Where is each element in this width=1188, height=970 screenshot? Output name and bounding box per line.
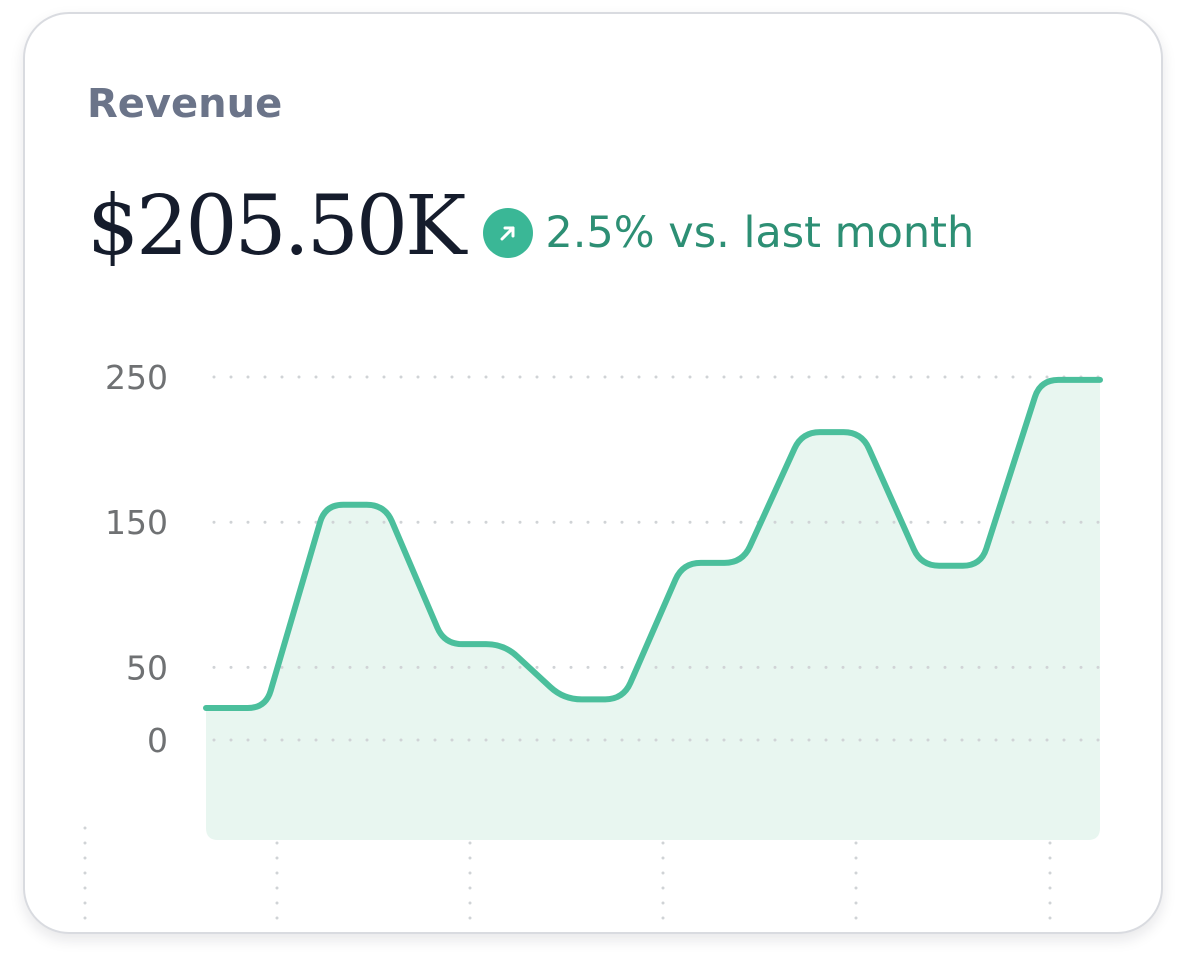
y-tick-label: 0 bbox=[147, 721, 168, 760]
trend-badge: 2.5% vs. last month bbox=[483, 208, 974, 258]
series-line bbox=[203, 376, 1103, 712]
arrow-up-right-icon bbox=[483, 208, 534, 258]
metric-label: Revenue bbox=[87, 81, 283, 127]
area-fill bbox=[206, 379, 1100, 840]
y-tick-label: 150 bbox=[105, 503, 168, 542]
trend-text: 2.5% vs. last month bbox=[545, 207, 975, 258]
metric-value-row: $205.50K 2.5% vs. last month bbox=[87, 172, 974, 282]
metric-value: $205.50K bbox=[87, 179, 466, 274]
y-tick-label: 50 bbox=[126, 648, 168, 687]
y-tick-label: 250 bbox=[105, 358, 168, 397]
